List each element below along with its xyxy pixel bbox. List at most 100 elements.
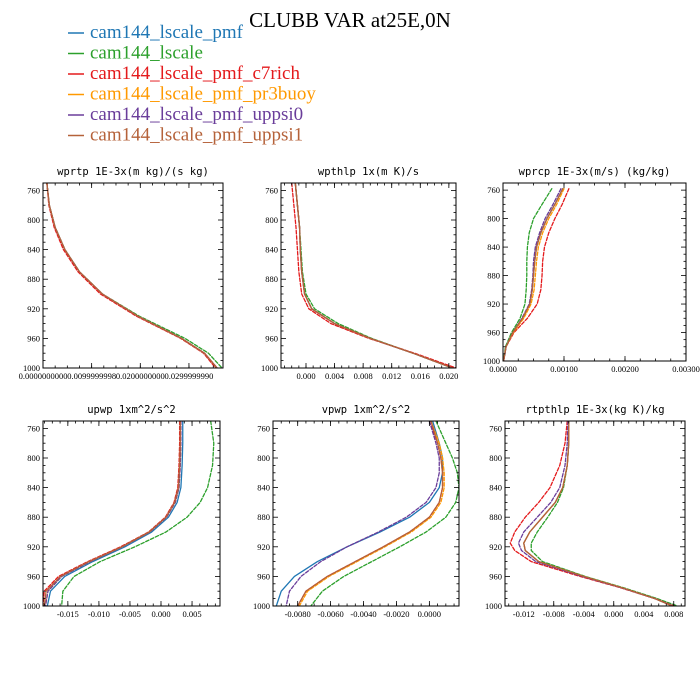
y-tick-label: 960: [489, 571, 502, 581]
y-tick-label: 880: [487, 271, 500, 281]
legend-item: cam144_lscale_pmf_uppsi1: [68, 125, 303, 146]
x-tick-label: 0.00000: [489, 364, 517, 374]
y-tick-label: 1000: [261, 363, 278, 373]
legend-label: cam144_lscale_pmf_c7rich: [90, 63, 300, 84]
series-group: [503, 188, 570, 361]
x-tick-label: -0.010: [88, 609, 110, 619]
y-tick-label: 960: [27, 571, 40, 581]
series-line-2: [46, 183, 223, 368]
x-tick-label: 0.005: [182, 609, 201, 619]
series-line-6: [294, 183, 454, 368]
panel-4: upwp 1xm^2/s^2 760 800 840 880 920 960 1000 -0.0…: [23, 404, 221, 619]
x-tick-label: 0.020: [439, 371, 458, 381]
x-tick-label: -0.0020: [383, 609, 409, 619]
y-tick-label: 960: [27, 333, 40, 343]
series-line-6: [43, 421, 181, 606]
y-tick-label: 1000: [253, 601, 270, 611]
series-line-3: [297, 421, 444, 606]
series-line-1: [46, 183, 218, 368]
y-tick-label: 800: [487, 214, 500, 224]
panel-6: rtpthlp 1E-3x(kg K)/kg 760 800 840 880 920 960…: [485, 404, 686, 619]
y-tick-label: 800: [27, 453, 40, 463]
series-line-2: [530, 421, 679, 606]
plot-frame: [504, 420, 686, 607]
y-tick-label: 880: [489, 512, 502, 522]
series-line-6: [523, 421, 673, 606]
figure-title: CLUBB VAR at25E,0N: [249, 8, 451, 32]
legend-item: cam144_lscale_pmf_pr3buoy: [68, 84, 316, 105]
x-tick-label: -0.012: [513, 609, 535, 619]
y-tick-label: 760: [27, 423, 40, 433]
panel-3: wprcp 1E-3x(m/s) (kg/kg) 760 800 840 880 920 9…: [483, 166, 700, 374]
legend-item: cam144_lscale_pmf_c7rich: [68, 63, 300, 84]
x-tick-label: 0.0200000000: [116, 371, 165, 381]
y-tick-label: 840: [489, 483, 502, 493]
panel-title: vpwp 1xm^2/s^2: [322, 404, 411, 416]
x-tick-label: 0.00100: [550, 364, 578, 374]
y-tick-label: 1000: [485, 601, 502, 611]
x-tick-label: -0.008: [543, 609, 565, 619]
y-tick-label: 840: [487, 242, 500, 252]
x-tick-label: -0.0040: [350, 609, 376, 619]
panel-title: rtpthlp 1E-3x(kg K)/kg: [525, 404, 664, 416]
y-tick-label: 880: [27, 274, 40, 284]
legend-label: cam144_lscale_pmf_uppsi0: [90, 104, 303, 125]
y-tick-label: 960: [487, 328, 500, 338]
x-tick-label: 0.00200: [611, 364, 639, 374]
x-tick-label: 0.012: [382, 371, 401, 381]
series-group: [291, 183, 456, 368]
series-line-2: [60, 421, 215, 606]
series-group: [43, 421, 215, 606]
x-tick-label: 0.0000000000: [19, 371, 68, 381]
y-tick-label: 1000: [483, 356, 500, 366]
series-line-2: [310, 421, 459, 606]
panel-5: vpwp 1xm^2/s^2 760 800 840 880 920 960 1000 -0.0…: [253, 404, 460, 619]
panel-2: wpthlp 1x(m K)/s 760 800 840 880 920 960 1000 0.…: [261, 166, 458, 381]
series-line-4: [298, 421, 445, 606]
y-tick-label: 840: [257, 483, 270, 493]
legend-label: cam144_lscale_pmf_pr3buoy: [90, 84, 316, 105]
y-tick-label: 1000: [23, 363, 40, 373]
legend-label: cam144_lscale: [90, 43, 203, 64]
legend-label: cam144_lscale_pmf_uppsi1: [90, 125, 303, 146]
x-tick-label: -0.015: [57, 609, 79, 619]
y-tick-label: 800: [489, 453, 502, 463]
y-tick-label: 920: [265, 304, 278, 314]
legend: cam144_lscale_pmfcam144_lscalecam144_lsc…: [68, 22, 316, 146]
x-tick-label: 0.004: [634, 609, 654, 619]
y-tick-label: 920: [27, 542, 40, 552]
y-tick-label: 920: [27, 304, 40, 314]
x-tick-label: 0.008: [664, 609, 683, 619]
panel-title: wpthlp 1x(m K)/s: [318, 166, 419, 178]
series-line-3: [291, 183, 456, 368]
x-tick-label: -0.0060: [318, 609, 344, 619]
panel-title: upwp 1xm^2/s^2: [87, 404, 176, 416]
series-line-6: [297, 421, 444, 606]
y-tick-label: 760: [257, 423, 270, 433]
series-line-4: [46, 183, 218, 368]
y-tick-label: 840: [265, 245, 278, 255]
y-tick-label: 800: [265, 215, 278, 225]
x-tick-label: -0.005: [119, 609, 141, 619]
y-tick-label: 760: [487, 185, 500, 195]
plot-frame: [502, 182, 687, 362]
y-tick-label: 840: [27, 483, 40, 493]
series-line-3: [46, 183, 217, 368]
series-line-5: [285, 421, 440, 606]
y-tick-label: 960: [265, 333, 278, 343]
x-tick-label: -0.0080: [285, 609, 311, 619]
y-tick-label: 920: [487, 299, 500, 309]
series-line-5: [46, 183, 218, 368]
y-tick-label: 920: [257, 542, 270, 552]
panels: wprtp 1E-3x(m kg)/(s kg) 760 800 840 880 920 9…: [19, 166, 700, 619]
legend-item: cam144_lscale_pmf: [68, 22, 244, 43]
legend-item: cam144_lscale_pmf_uppsi0: [68, 104, 303, 125]
x-tick-label: 0.016: [411, 371, 430, 381]
series-line-1: [275, 421, 444, 606]
y-tick-label: 760: [27, 185, 40, 195]
x-tick-label: 0.000: [296, 371, 315, 381]
series-group: [275, 421, 459, 606]
y-tick-label: 960: [257, 571, 270, 581]
x-tick-label: 0.0299999990: [165, 371, 214, 381]
